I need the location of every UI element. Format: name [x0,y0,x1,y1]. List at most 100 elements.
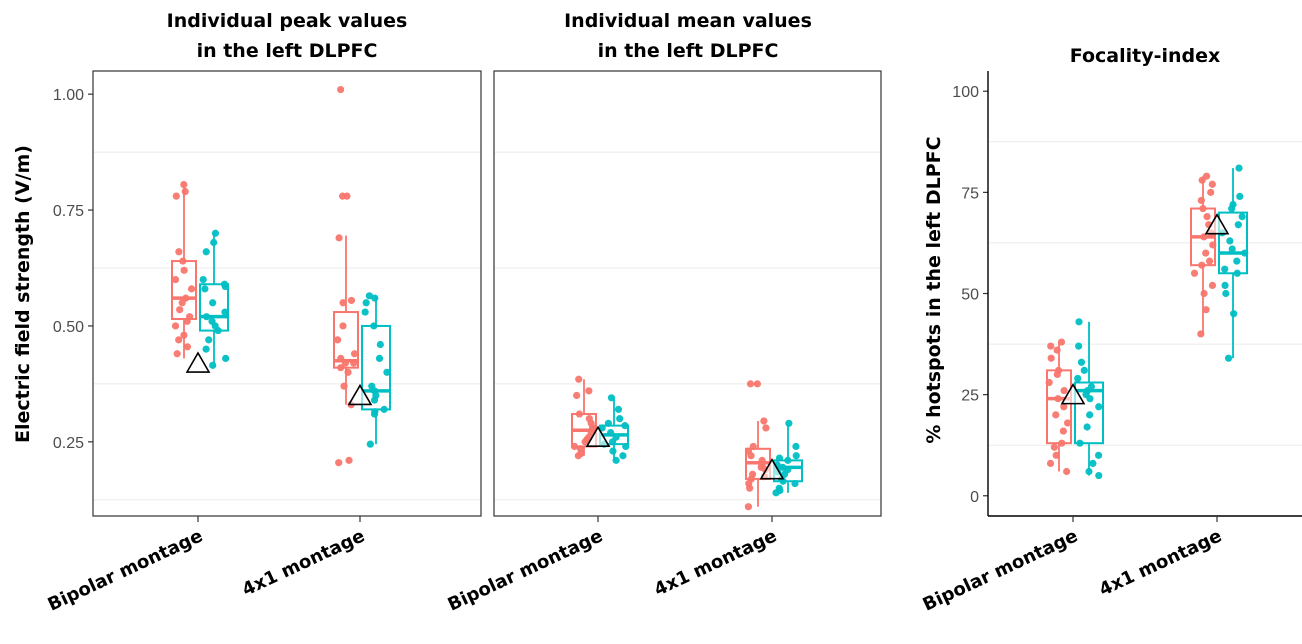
reference-triangle [585,425,611,447]
data-point [575,410,584,418]
y-tick-label: 75 [961,185,979,202]
box-iqr [1218,211,1248,275]
data-point [1086,395,1094,403]
panel-mean-values: Individual mean values in the left DLPFC… [445,10,882,616]
data-point [1202,249,1210,257]
data-point [202,248,210,256]
data-point [183,343,192,351]
data-point [1190,269,1199,277]
data-point [345,456,353,464]
chart-title-line-1: Individual peak values [167,10,408,32]
data-point [775,454,784,462]
data-point [1233,269,1241,277]
data-point [221,282,229,291]
y-axis-label: % hotspots in the left DLPFC [923,136,945,443]
axis-lines [987,71,1302,517]
grid-lines [988,141,1302,446]
y-tick-label: 1.00 [53,87,84,104]
chart-title-line-2: in the left DLPFC [598,40,779,62]
data-point [371,294,379,302]
data-point [1233,257,1241,265]
x-tick-label: 4x1 montage [1096,525,1225,600]
data-point [1063,467,1071,476]
data-point [1080,366,1088,374]
data-point [612,456,620,464]
data-point [1228,245,1236,253]
data-point [609,447,617,455]
data-point [570,442,579,451]
data-point [209,299,217,307]
data-point [1222,289,1230,298]
data-point [171,322,180,330]
reference-triangle [347,383,373,406]
data-point [581,438,589,446]
data-point [1236,192,1244,201]
data-point [1199,204,1207,213]
panel-focality-index: Focality-index % hotspots in the left DL… [920,45,1302,616]
data-point [772,489,780,497]
y-tick-label: 50 [961,287,979,304]
data-point [176,306,184,314]
data-point [335,234,343,242]
panel-border [92,70,482,517]
data-point [619,452,627,460]
data-point [1045,378,1053,387]
data-point [1198,176,1206,184]
chart-title: Focality-index [1070,45,1221,67]
data-point [1197,196,1205,205]
data-point [1047,354,1055,362]
x-ticks: Bipolar montage 4x1 montage [920,516,1225,616]
data-point [171,275,180,284]
data-point [350,350,359,358]
data-point [1064,419,1072,427]
data-point [1221,265,1229,273]
x-tick-label: 4x1 montage [239,525,368,600]
data-point [180,331,188,339]
chart-title-line-1: Individual mean values [564,10,812,32]
data-point [1058,439,1066,447]
data-point [1047,342,1055,350]
data-point [1209,241,1217,249]
box-iqr [1074,381,1104,445]
data-point [1226,237,1234,245]
data-point [337,85,345,94]
data-point [1086,411,1094,419]
data-point [1050,443,1058,451]
data-point [753,380,761,388]
data-point [1095,403,1103,411]
data-point [181,187,189,196]
data-point [749,442,757,451]
data-point [341,359,350,367]
data-point [175,248,183,256]
data-point [607,428,615,437]
data-point [1076,439,1084,447]
data-point [370,396,379,404]
data-point [1054,395,1062,403]
data-point [1202,306,1210,314]
data-point [187,285,196,293]
data-point [1083,423,1091,431]
data-point [339,322,347,330]
data-point [1052,411,1060,419]
data-point [604,419,613,427]
data-point [202,313,211,321]
y-tick-label: 0.25 [53,435,84,452]
data-point [1089,459,1097,468]
data-point [1057,338,1066,346]
data-point [622,442,630,451]
data-point [375,354,384,362]
data-point [614,405,623,413]
data-point [383,368,391,376]
data-point [347,296,356,305]
data-point [574,452,582,460]
y-tick-label: 100 [952,84,979,101]
data-point [760,417,768,425]
data-point [608,438,617,446]
data-point [1208,180,1216,188]
data-point [179,257,187,265]
box-marks [1045,164,1249,480]
data-point [746,380,755,388]
data-point [791,479,799,488]
reference-triangle [1060,383,1086,405]
